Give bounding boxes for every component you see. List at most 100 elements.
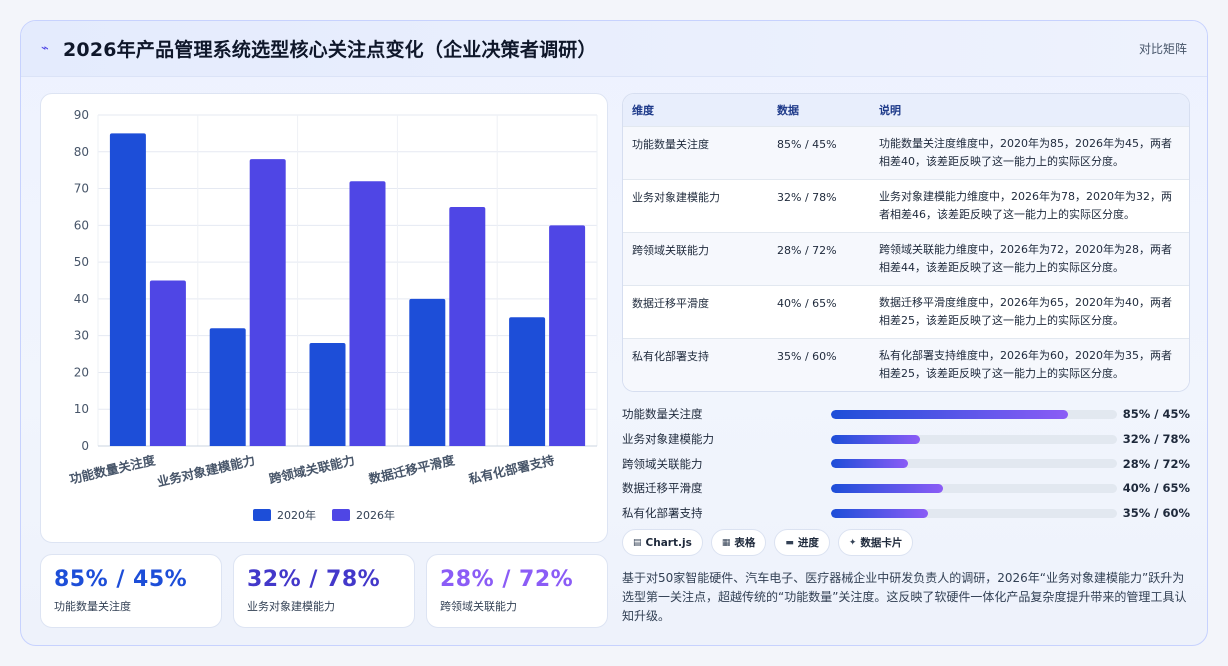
cell-data: 35% / 60% [768,337,870,391]
progress-fill [831,434,920,444]
chart-icon: ▤ [633,537,642,548]
legend-item-2020[interactable]: 2020年 [253,507,316,523]
progress-label: 数据迁移平滑度 [622,481,703,496]
stat-value: 28% / 72% [440,567,574,592]
y-tick-label: 40 [74,292,89,306]
stat-card: 32% / 78% 业务对象建模能力 [233,554,415,628]
chip-label: 进度 [797,537,819,549]
progress-track [831,459,1117,469]
bar-2020 [409,298,446,446]
y-tick-label: 90 [74,108,89,122]
table-header-row: 维度 数据 说明 [623,94,1189,126]
legend-swatch [253,509,271,521]
progress-row: 业务对象建模能力 32% / 78% [622,427,1190,452]
progress-value: 28% / 72% [1122,456,1190,471]
summary-note: 基于对50家智能硬件、汽车电子、医疗器械企业中研发负责人的调研，2026年“业务… [622,571,1187,623]
column-header[interactable]: 维度 [623,94,768,126]
progress-row: 功能数量关注度 85% / 45% [622,402,1190,427]
main-card: ⌁ 2026年产品管理系统选型核心关注点变化（企业决策者调研） 对比矩阵 0 10… [20,20,1208,646]
view-chips: ▤ Chart.js ▦ 表格 ▬ 进度 ✦ 数据卡片 [622,529,914,556]
page-title: 2026年产品管理系统选型核心关注点变化（企业决策者调研） [63,39,597,61]
chip-table[interactable]: ▦ 表格 [710,529,767,556]
cell-description: 跨领域关联能力维度中，2026年为72，2020年为28，两者相差44，该差距反… [870,231,1189,285]
y-tick-label: 20 [74,365,89,379]
progress-icon: ▬ [785,537,794,548]
progress-label: 私有化部署支持 [622,506,703,521]
stat-card: 28% / 72% 跨领域关联能力 [426,554,608,628]
chip-data-cards[interactable]: ✦ 数据卡片 [837,529,914,556]
progress-value: 32% / 78% [1122,432,1190,447]
progress-track [831,508,1117,518]
stat-label: 业务对象建模能力 [247,600,335,613]
header: ⌁ 2026年产品管理系统选型核心关注点变化（企业决策者调研） 对比矩阵 [21,21,1207,77]
chart-legend: 2020年 2026年 [41,507,607,523]
progress-row: 数据迁移平滑度 40% / 65% [622,476,1190,501]
bar-2026 [149,280,186,446]
chip-label: 数据卡片 [860,537,903,549]
cell-data: 85% / 45% [768,125,870,179]
x-tick-label: 私有化部署支持 [466,452,556,487]
progress-value: 85% / 45% [1122,407,1190,422]
chip-label: Chart.js [645,536,692,549]
cell-dimension: 功能数量关注度 [623,125,768,179]
progress-row: 跨领域关联能力 28% / 72% [622,451,1190,476]
x-tick-label: 业务对象建模能力 [156,452,257,489]
progress-label: 功能数量关注度 [622,407,703,422]
view-tag[interactable]: 对比矩阵 [1138,42,1187,56]
cell-data: 32% / 78% [768,178,870,232]
y-tick-label: 30 [74,329,89,343]
y-tick-label: 80 [74,145,89,159]
stat-cards: 85% / 45% 功能数量关注度 32% / 78% 业务对象建模能力 28%… [40,554,608,628]
stat-label: 功能数量关注度 [54,600,131,613]
progress-label: 跨领域关联能力 [622,456,703,471]
column-header[interactable]: 数据 [768,94,870,126]
progress-value: 35% / 60% [1122,506,1190,521]
bar-2026 [349,181,386,446]
cell-description: 数据迁移平滑度维度中，2026年为65，2020年为40，两者相差25，该差距反… [870,284,1189,338]
bar-2026 [549,225,586,446]
cell-dimension: 数据迁移平滑度 [623,284,768,338]
legend-label: 2020年 [277,509,316,522]
legend-item-2026[interactable]: 2026年 [332,507,395,523]
chip-progress[interactable]: ▬ 进度 [774,529,830,556]
chip-label: 表格 [734,537,756,549]
cell-description: 功能数量关注度维度中，2020年为85，2026年为45，两者相差40，该差距反… [870,125,1189,179]
comparison-table: 维度 数据 说明 功能数量关注度 85% / 45% 功能数量关注度维度中，20… [623,94,1189,391]
x-tick-label: 数据迁移平滑度 [366,452,456,487]
progress-fill [831,508,929,518]
table-row[interactable]: 数据迁移平滑度 40% / 65% 数据迁移平滑度维度中，2026年为65，20… [623,284,1189,338]
progress-label: 业务对象建模能力 [622,432,714,447]
progress-track [831,483,1117,493]
progress-track [831,409,1117,419]
table-row[interactable]: 私有化部署支持 35% / 60% 私有化部署支持维度中，2026年为60，20… [623,337,1189,391]
chip-chartjs[interactable]: ▤ Chart.js [622,529,703,556]
table-icon: ▦ [721,537,731,548]
cell-dimension: 私有化部署支持 [623,337,768,391]
cell-dimension: 跨领域关联能力 [623,231,768,285]
legend-label: 2026年 [356,509,395,522]
table-row[interactable]: 业务对象建模能力 32% / 78% 业务对象建模能力维度中，2026年为78，… [623,178,1189,232]
progress-row: 私有化部署支持 35% / 60% [622,501,1190,526]
bar-2020 [109,133,146,446]
comparison-table-panel: 维度 数据 说明 功能数量关注度 85% / 45% 功能数量关注度维度中，20… [622,93,1190,392]
x-tick-label: 跨领域关联能力 [268,452,357,486]
table-row[interactable]: 功能数量关注度 85% / 45% 功能数量关注度维度中，2020年为85，20… [623,125,1189,179]
cell-data: 40% / 65% [768,284,870,338]
y-tick-label: 10 [74,402,89,416]
bar-chart-panel: 0 10 20 30 40 50 60 70 80 90 功能数量关注度 业务对象建模能力 跨领域关联能… [40,93,608,543]
progress-fill [831,459,909,469]
stat-label: 跨领域关联能力 [440,600,517,613]
bar-2020 [509,317,546,446]
stat-value: 85% / 45% [54,567,188,592]
bar-2020 [309,343,346,446]
progress-fill [831,409,1069,419]
legend-swatch [332,509,350,521]
table-row[interactable]: 跨领域关联能力 28% / 72% 跨领域关联能力维度中，2026年为72，20… [623,231,1189,285]
y-tick-label: 60 [74,218,89,232]
column-header[interactable]: 说明 [870,94,1189,126]
bolt-icon: ⌁ [41,41,49,56]
stat-value: 32% / 78% [247,567,381,592]
bar-2020 [209,328,246,446]
x-tick-label: 功能数量关注度 [68,452,157,486]
